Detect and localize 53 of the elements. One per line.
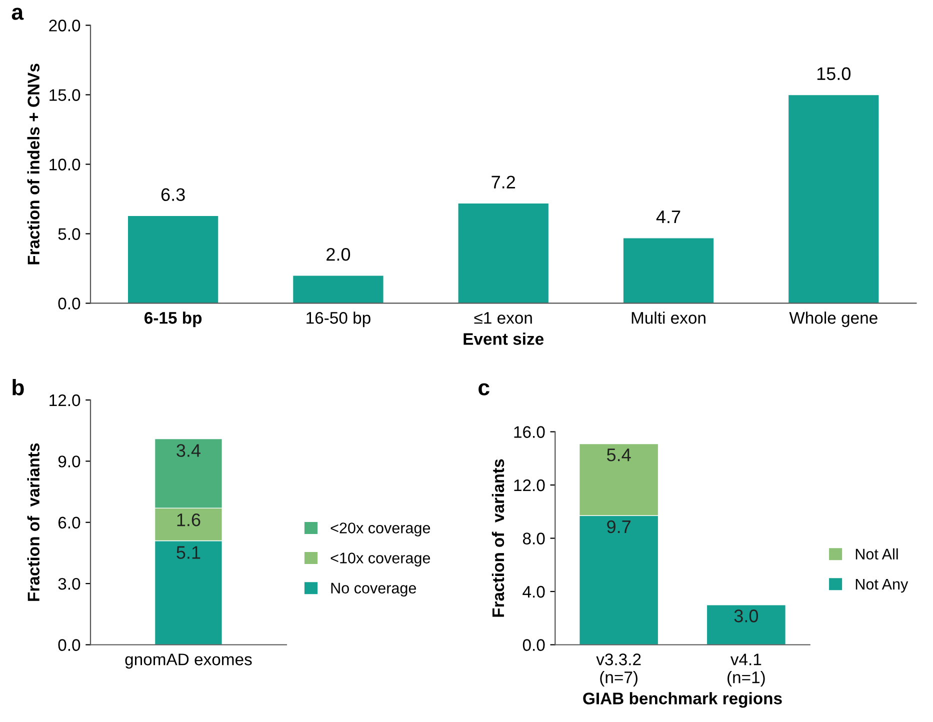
bar xyxy=(292,275,384,304)
x-axis-title: GIAB benchmark regions xyxy=(583,692,782,708)
y-tick-label: 16.0 xyxy=(514,426,545,438)
x-tick-label: 16-50 bp xyxy=(306,312,370,328)
y-tick-label: 0.0 xyxy=(58,298,80,310)
data-label: 3.0 xyxy=(734,610,758,622)
y-tick-label: 0.0 xyxy=(58,639,80,651)
legend-label: Not Any xyxy=(856,578,908,593)
x-tick-label: v3.3.2 (n=7) xyxy=(596,654,641,687)
data-label: 5.1 xyxy=(176,546,200,559)
y-axis-title: Fraction of variants xyxy=(492,459,504,617)
legend-label: <10x coverage xyxy=(330,552,430,566)
x-tick-label: 6-15 bp xyxy=(144,312,202,328)
y-tick-label: 15.0 xyxy=(50,89,80,101)
data-label: 7.2 xyxy=(492,176,515,188)
y-tick-label: 12.0 xyxy=(50,394,80,406)
legend-label: No coverage xyxy=(331,582,416,597)
data-label: 4.7 xyxy=(656,210,680,224)
y-tick-label: 9.0 xyxy=(58,456,80,468)
text: b xyxy=(12,379,24,396)
y-tick-label: 8.0 xyxy=(522,532,545,544)
y-axis-title: Fraction of variants xyxy=(27,443,40,601)
data-label: 9.7 xyxy=(607,520,630,534)
data-label: 2.0 xyxy=(326,248,350,261)
x-axis-title: Event size xyxy=(464,332,544,345)
y-tick-label: 6.0 xyxy=(58,516,80,529)
x-tick-label: Multi exon xyxy=(632,312,706,324)
x-tick-label: ≤1 exon xyxy=(474,312,532,324)
text: a xyxy=(12,8,24,20)
x-tick-label: Whole gene xyxy=(789,312,878,328)
y-tick-label: 20.0 xyxy=(49,20,80,32)
y-tick-label: 10.0 xyxy=(50,158,80,170)
bar xyxy=(622,238,714,304)
data-label: 3.4 xyxy=(176,444,200,457)
y-tick-label: 3.0 xyxy=(58,578,80,590)
data-label: 5.4 xyxy=(606,448,631,462)
y-tick-label: 4.0 xyxy=(522,586,545,598)
y-tick-label: 5.0 xyxy=(58,228,80,240)
data-label: 15.0 xyxy=(817,67,850,80)
bar xyxy=(706,604,786,645)
data-label: 1.6 xyxy=(177,513,200,526)
bar xyxy=(788,94,880,304)
x-tick-label: v4.1 (n=1) xyxy=(728,654,765,687)
y-tick-label: 12.0 xyxy=(514,479,545,492)
y-axis-title: Fraction of indels + CNVs xyxy=(27,64,40,264)
y-tick-label: 0.0 xyxy=(522,639,545,651)
bar xyxy=(127,215,219,304)
x-tick-label: gnomAD exomes xyxy=(125,654,252,669)
bar xyxy=(458,202,550,304)
text: c xyxy=(478,383,490,396)
legend-label: Not All xyxy=(856,548,898,560)
legend-label: <20x coverage xyxy=(330,522,430,536)
data-label: 6.3 xyxy=(161,188,185,201)
